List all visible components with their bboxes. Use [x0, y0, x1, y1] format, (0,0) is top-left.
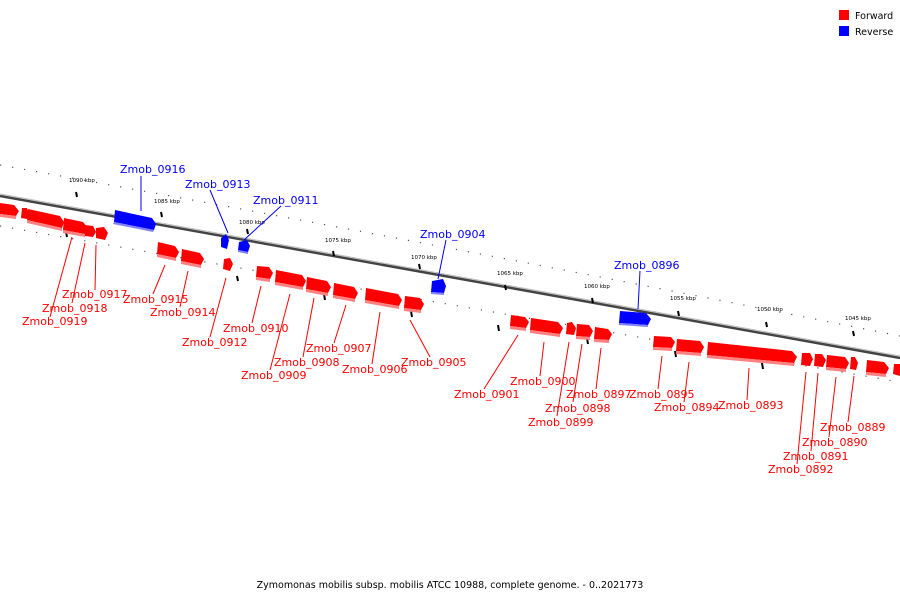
kbp-label: 1085 kbp	[154, 199, 180, 205]
gene-forward-zmob-0893[interactable]	[707, 342, 797, 366]
legend-swatch-reverse	[839, 26, 849, 36]
gene-label-forward[interactable]: Zmob_0892	[768, 463, 833, 476]
gene-reverse-zmob-0913[interactable]	[221, 234, 229, 249]
gene-forward-zmob-0919[interactable]	[0, 203, 19, 219]
gene-forward-zmob-0908[interactable]	[275, 270, 306, 290]
gene-forward-zmob-0897[interactable]	[594, 327, 612, 343]
forward-genes	[0, 203, 900, 377]
gene-forward-zmob-0906[interactable]	[333, 283, 358, 302]
kbp-label: 1080 kbp	[239, 220, 265, 226]
gene-reverse-zmob-0904[interactable]	[431, 279, 446, 295]
gene-forward-zmob-0914[interactable]	[85, 225, 96, 237]
gene-reverse-zmob-0911[interactable]	[238, 240, 250, 254]
gene-label-forward[interactable]: Zmob_0890	[802, 436, 867, 449]
gene-forward-zmob-0915[interactable]	[63, 218, 88, 237]
gene-label-forward[interactable]: Zmob_0899	[528, 416, 593, 429]
gene-forward-zmob-0894[interactable]	[676, 339, 704, 356]
gene-label-forward[interactable]: Zmob_0908	[274, 356, 339, 369]
gene-label-forward[interactable]: Zmob_0891	[783, 450, 848, 463]
gene-label-forward[interactable]: Zmob_0907	[306, 342, 371, 355]
legend-label-reverse: Reverse	[855, 27, 893, 38]
gene-forward-zmob-0905[interactable]	[404, 296, 424, 313]
gene-label-reverse[interactable]: Zmob_0904	[420, 228, 485, 241]
gene-forward-b[interactable]	[181, 249, 204, 268]
gene-label-forward[interactable]: Zmob_0914	[150, 306, 215, 319]
gene-forward-zmob-0898[interactable]	[576, 324, 593, 340]
gene-forward-zmob-0901[interactable]	[510, 315, 529, 331]
gene-label-forward[interactable]: Zmob_0918	[42, 302, 107, 315]
gene-forward-zmob-0900[interactable]	[530, 318, 563, 337]
kbp-label: 1090 kbp	[69, 178, 95, 184]
gene-forward-zmob-0910[interactable]	[256, 266, 273, 282]
kbp-label: 1075 kbp	[325, 238, 351, 244]
gene-forward-e[interactable]	[866, 360, 889, 377]
gene-forward-zmob-0906b[interactable]	[365, 288, 402, 309]
gene-reverse-zmob-0916[interactable]	[113, 210, 156, 232]
gene-label-reverse[interactable]: Zmob_0916	[120, 163, 185, 176]
gene-label-forward[interactable]: Zmob_0898	[545, 402, 610, 415]
legend-swatch-forward	[839, 10, 849, 20]
gene-label-forward[interactable]: Zmob_0915	[123, 293, 188, 306]
gene-forward-zmob-0889[interactable]	[850, 357, 858, 370]
gene-label-forward[interactable]: Zmob_0919	[22, 315, 87, 328]
gene-label-forward[interactable]: Zmob_0897	[566, 388, 631, 401]
gene-label-forward[interactable]: Zmob_0912	[182, 336, 247, 349]
gene-label-forward[interactable]: Zmob_0889	[820, 421, 885, 434]
leader-lines-reverse	[140, 176, 641, 310]
gene-label-forward[interactable]: Zmob_0893	[718, 399, 783, 412]
legend: Forward Reverse	[839, 10, 893, 38]
gene-forward-zmob-0899[interactable]	[566, 322, 576, 335]
kbp-label: 1050 kbp	[757, 307, 783, 313]
gene-forward-zmob-0907[interactable]	[306, 277, 331, 296]
kbp-label: 1060 kbp	[584, 284, 610, 290]
gene-forward-zmob-0895[interactable]	[653, 336, 675, 351]
kbp-label: 1045 kbp	[845, 316, 871, 322]
gene-label-forward[interactable]: Zmob_0894	[654, 401, 719, 414]
gene-reverse-zmob-0896[interactable]	[619, 311, 651, 327]
gene-forward-zmob-0890[interactable]	[826, 355, 849, 372]
reverse-genes	[113, 210, 651, 327]
gene-forward-f[interactable]	[893, 364, 900, 376]
scale-major-ticks	[75, 191, 855, 337]
gene-label-forward[interactable]: Zmob_0901	[454, 388, 519, 401]
gene-forward-a[interactable]	[157, 242, 179, 261]
gene-label-forward[interactable]: Zmob_0917	[62, 288, 127, 301]
gene-label-reverse[interactable]: Zmob_0896	[614, 259, 679, 272]
gene-forward-zmob-0892[interactable]	[801, 353, 813, 366]
kbp-label: 1070 kbp	[411, 255, 437, 261]
kbp-label: 1065 kbp	[497, 271, 523, 277]
gene-label-forward[interactable]: Zmob_0906	[342, 363, 407, 376]
gene-forward-zmob-0912[interactable]	[96, 227, 108, 240]
leader-lines-forward	[49, 236, 855, 465]
gene-label-forward[interactable]: Zmob_0895	[629, 388, 694, 401]
gene-label-forward[interactable]: Zmob_0900	[510, 375, 575, 388]
gene-forward-zmob-0918[interactable]	[21, 208, 29, 219]
gene-label-reverse[interactable]: Zmob_0911	[253, 194, 318, 207]
gene-label-reverse[interactable]: Zmob_0913	[185, 178, 250, 191]
gene-label-forward[interactable]: Zmob_0910	[223, 322, 288, 335]
legend-label-forward: Forward	[855, 11, 893, 22]
gene-label-forward[interactable]: Zmob_0909	[241, 369, 306, 382]
kbp-label: 1055 kbp	[670, 296, 696, 302]
gene-forward-zmob-0891[interactable]	[814, 354, 826, 367]
gene-forward-c[interactable]	[223, 258, 233, 271]
gene-label-forward[interactable]: Zmob_0905	[401, 356, 466, 369]
genome-caption: Zymomonas mobilis subsp. mobilis ATCC 10…	[257, 580, 644, 591]
gene-forward-zmob-0917[interactable]	[27, 209, 64, 231]
